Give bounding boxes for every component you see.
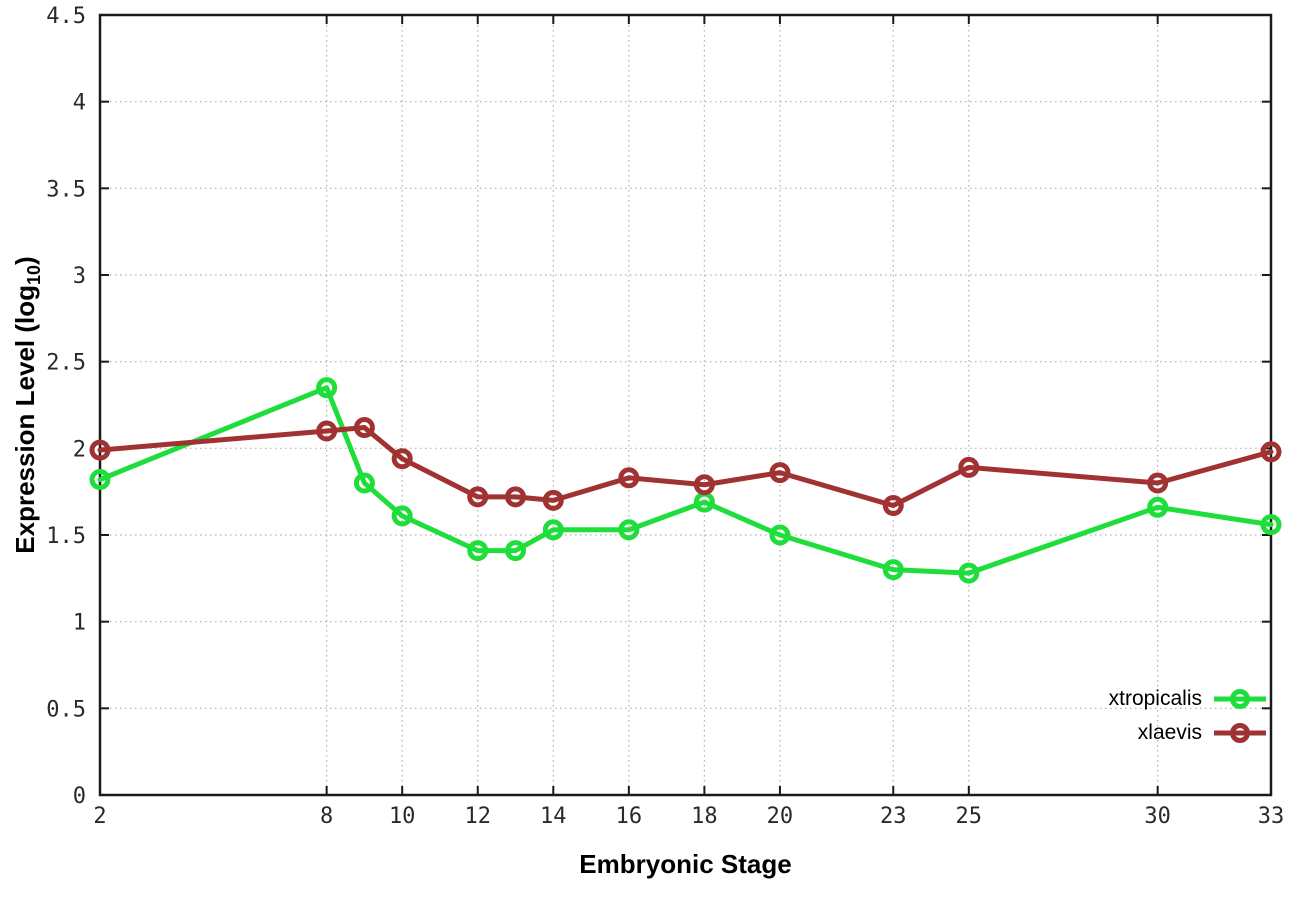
series-marker-xlaevis bbox=[353, 417, 375, 439]
legend-label-xlaevis: xlaevis bbox=[1137, 721, 1202, 744]
series-marker-xtropicalis bbox=[542, 519, 564, 541]
series-marker-xtropicalis bbox=[769, 524, 791, 546]
y-tick-label: 1.5 bbox=[46, 524, 86, 549]
series-marker-xlaevis bbox=[882, 495, 904, 517]
x-tick-label: 23 bbox=[880, 804, 907, 829]
x-axis-label: Embryonic Stage bbox=[579, 849, 792, 879]
series-marker-xlaevis bbox=[1260, 441, 1282, 463]
y-tick-label: 3.5 bbox=[46, 177, 86, 202]
x-tick-label: 8 bbox=[320, 804, 333, 829]
series-marker-xlaevis bbox=[769, 462, 791, 484]
series-marker-xtropicalis bbox=[391, 505, 413, 527]
x-tick-label: 10 bbox=[389, 804, 416, 829]
series-marker-xtropicalis bbox=[353, 472, 375, 494]
x-tick-label: 30 bbox=[1144, 804, 1171, 829]
series-line-xlaevis bbox=[97, 425, 1274, 509]
series-marker-xlaevis bbox=[391, 448, 413, 470]
series-marker-xlaevis bbox=[958, 456, 980, 478]
series-marker-xtropicalis bbox=[467, 540, 489, 562]
y-tick-label: 4 bbox=[73, 91, 86, 116]
series-line-xtropicalis bbox=[97, 385, 1274, 576]
y-axis-label-text: Expression Level (log bbox=[10, 284, 40, 554]
series-marker-xlaevis bbox=[467, 486, 489, 508]
series-marker-xlaevis bbox=[316, 420, 338, 442]
legend-item-xlaevis: xlaevis bbox=[1138, 718, 1266, 748]
x-tick-label: 14 bbox=[540, 804, 567, 829]
y-axis-label: Expression Level (log10) bbox=[10, 15, 44, 795]
series-marker-xlaevis bbox=[89, 439, 111, 461]
y-axis-label-close: ) bbox=[10, 256, 40, 265]
x-tick-label: 20 bbox=[767, 804, 794, 829]
y-tick-label: 0 bbox=[73, 784, 86, 809]
series-marker-xtropicalis bbox=[958, 562, 980, 584]
series-marker-xtropicalis bbox=[89, 469, 111, 491]
y-tick-label: 1 bbox=[73, 611, 86, 636]
y-tick-label: 2.5 bbox=[46, 351, 86, 376]
legend-sample-icon bbox=[1214, 689, 1266, 709]
series-marker-xlaevis bbox=[618, 467, 640, 489]
series-marker-xtropicalis bbox=[618, 519, 640, 541]
legend-label-xtropicalis: xtropicalis bbox=[1108, 687, 1202, 710]
x-tick-label: 18 bbox=[691, 804, 718, 829]
series-marker-xtropicalis bbox=[882, 559, 904, 581]
x-tick-label: 16 bbox=[616, 804, 643, 829]
series-marker-xtropicalis bbox=[1147, 496, 1169, 518]
series-marker-xlaevis bbox=[1147, 472, 1169, 494]
legend-sample-icon bbox=[1214, 723, 1266, 743]
series-marker-xtropicalis bbox=[505, 540, 527, 562]
x-tick-label: 25 bbox=[956, 804, 983, 829]
series-marker-xlaevis bbox=[542, 489, 564, 511]
x-tick-label: 2 bbox=[93, 804, 106, 829]
plot-border bbox=[98, 13, 1273, 797]
x-tick-label: 33 bbox=[1258, 804, 1285, 829]
series-marker-xlaevis bbox=[693, 474, 715, 496]
legend-item-xtropicalis: xtropicalis bbox=[1109, 684, 1266, 714]
y-axis-label-subscript: 10 bbox=[24, 264, 44, 285]
x-tick-label: 12 bbox=[464, 804, 491, 829]
series-marker-xtropicalis bbox=[1260, 514, 1282, 536]
legend: xtropicalis xlaevis bbox=[1109, 684, 1266, 748]
legend-marker-icon bbox=[1230, 723, 1250, 743]
y-tick-label: 2 bbox=[73, 437, 86, 462]
y-tick-label: 4.5 bbox=[46, 4, 86, 29]
series-marker-xtropicalis bbox=[316, 377, 338, 399]
legend-marker-icon bbox=[1230, 689, 1250, 709]
series-marker-xlaevis bbox=[505, 486, 527, 508]
y-tick-label: 0.5 bbox=[46, 697, 86, 722]
y-tick-label: 3 bbox=[73, 264, 86, 289]
